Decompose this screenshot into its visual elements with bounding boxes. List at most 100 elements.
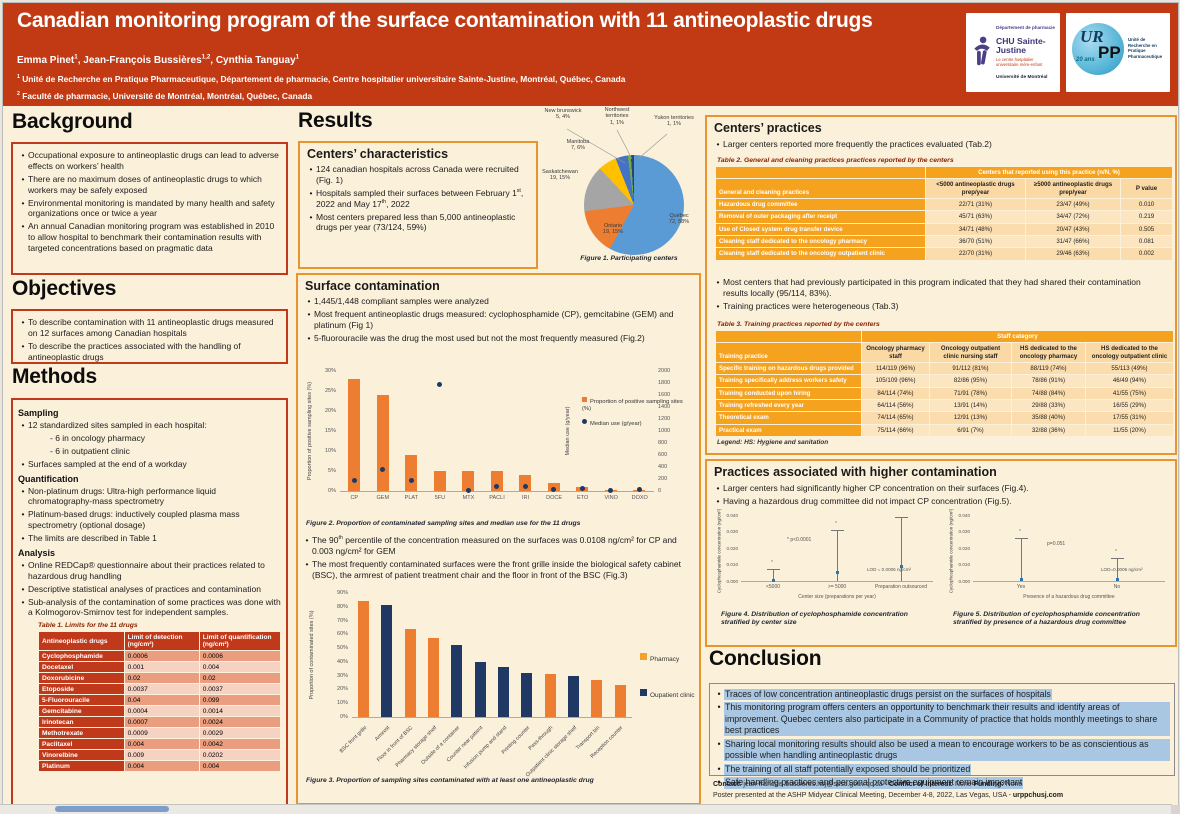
footer-segment: Conflict of Interest:	[888, 781, 953, 788]
pie-slice-label: Manitoba 7, 6%	[566, 139, 590, 152]
x-axis-title: Center size (preparations per year)	[798, 594, 876, 600]
value-cell: 64/114 (56%)	[861, 398, 930, 413]
whisker-line	[837, 529, 838, 581]
horizontal-scrollbar[interactable]	[0, 804, 1172, 814]
bullet-text: Safe handling practices and personal pro…	[724, 777, 1024, 789]
table-row: Specific training on hazardous drugs pro…	[715, 361, 1174, 376]
bullet-text: Training practices were heterogeneous (T…	[723, 300, 899, 311]
y-axis-tick: 80%	[336, 603, 348, 610]
value-cell: 29/46 (63%)	[1025, 247, 1121, 261]
column-header-cell: HS dedicated to the oncology outpatient …	[1085, 342, 1174, 363]
bullet-item: • Non-platinum drugs: Ultra-high performa…	[18, 486, 281, 508]
y-axis-tick: 30%	[336, 672, 348, 679]
footer-segment: Poster presented at the ASHP Midyear Cli…	[713, 791, 1013, 799]
value-cell: 23/47 (49%)	[1025, 197, 1121, 212]
pie-slice-label: Québec 72, 58%	[668, 213, 690, 226]
y-axis-tick: 0.010	[726, 562, 739, 567]
column-header-row: General and cleaning practices <5000 anti…	[715, 178, 1173, 199]
bullet-dot: •	[21, 533, 25, 543]
conclusion-heading: Conclusion	[709, 647, 822, 670]
bullet-dot: •	[21, 150, 25, 160]
value-cell: 20/47 (43%)	[1025, 222, 1121, 236]
table-row: Methotrexate 0.0009 0.0029	[38, 727, 282, 740]
loq-cell: 0.0037	[198, 683, 282, 696]
bullet-dot: •	[717, 763, 721, 774]
bullet-dot: •	[21, 596, 25, 607]
practice-label-cell: Specific training on hazardous drugs pro…	[715, 361, 862, 376]
right-axis-tick: 600	[658, 452, 668, 458]
span-header-row: Staff category	[715, 329, 1174, 344]
loq-cell: 0.004	[198, 760, 282, 773]
surface-contamination-box: Surface contamination • 1,445/1,448 compl…	[296, 273, 701, 805]
results-heading: Results	[298, 109, 373, 132]
category-label: DOCE	[546, 495, 563, 501]
value-cell: 91/112 (81%)	[929, 361, 1012, 376]
objectives-bullets: • To describe contamination with 11 antin…	[18, 317, 281, 363]
bullet-text: Most centers prepared less than 5,000 an…	[316, 211, 516, 233]
background-box: • Occupational exposure to antineoplastic…	[11, 142, 288, 275]
sub-bullet-item: - 6 in outpatient clinic	[18, 446, 281, 457]
bullet-dot: •	[307, 296, 311, 306]
value-cell: 82/86 (95%)	[929, 374, 1012, 388]
bullet-item: • To describe the practices associated wi…	[18, 341, 281, 363]
legend-swatch	[582, 397, 587, 402]
value-cell: 6/91 (7%)	[929, 423, 1012, 437]
centers-characteristics-bullets: • 124 canadian hospitals across Canada we…	[306, 164, 530, 233]
affiliation-2: 2 Faculté de pharmacie, Université de Mo…	[17, 91, 313, 101]
value-cell: 84/114 (74%)	[861, 386, 930, 400]
drug-name-cell: Platinum	[38, 760, 125, 773]
left-axis-tick: 30%	[324, 368, 336, 374]
drug-name-cell: 5-Fluorouracile	[38, 694, 125, 707]
practice-label-cell: Training specifically address workers sa…	[715, 374, 862, 388]
lod-cell: 0.001	[123, 661, 200, 674]
bar-outside-of-a-container	[451, 645, 463, 717]
table-row: Training specifically address workers sa…	[715, 374, 1174, 388]
limits-table: Antineoplastic drugs Limit of detection (…	[38, 631, 282, 773]
right-axis-tick: 200	[658, 476, 668, 482]
scrollbar-thumb[interactable]	[55, 806, 169, 812]
footer-presentation-line: Poster presented at the ASHP Midyear Cli…	[713, 791, 1175, 802]
y-axis-tick: 0.020	[726, 545, 739, 551]
lod-cell: 0.02	[123, 672, 200, 685]
right-axis-title: Median use (g/year)	[565, 406, 571, 456]
bullet-text: There are no maximum doses of antineopla…	[28, 173, 262, 195]
centers-practices-box: Centers’ practices • Larger centers repor…	[705, 115, 1177, 455]
x-axis-line	[352, 717, 632, 718]
table-row: Removal of outer packaging after receipt…	[715, 210, 1173, 224]
footer-segment: None	[1003, 781, 1023, 788]
figure2-chart: 0% 5% 10% 15% 20% 25% 30% 0 200 400 600 800 1000 1200…	[302, 365, 698, 515]
value-cell: 45/71 (63%)	[925, 210, 1026, 224]
chu-sainte-justine-logo: Département de pharmacie CHU Sainte-Just…	[966, 13, 1060, 92]
legend-entry: Pharmacy	[640, 653, 698, 664]
y-axis-title: Proportion of contaminated sites (%)	[309, 610, 315, 700]
lod-cell: 0.0037	[123, 683, 200, 696]
bullet-text: Sharing local monitoring results should …	[724, 738, 1170, 761]
figure1-pie-chart: Québec 72, 58% Ontario 19, 15% Saskatchewan 1…	[537, 107, 701, 255]
poster-footer: Contact: jean-francois.bussieres.hsj@sss…	[713, 780, 1175, 801]
right-axis-tick: 800	[658, 440, 668, 446]
centers-practices-bullet1: • Larger centers reported more frequently…	[713, 137, 1168, 152]
lod-cell: 0.0007	[123, 716, 200, 729]
left-axis-tick: 25%	[324, 388, 336, 394]
loq-cell: 0.0202	[198, 749, 282, 762]
bullet-text: 1,445/1,448 compliant samples were analy…	[314, 296, 489, 306]
value-cell: 88/119 (74%)	[1011, 361, 1086, 376]
figure3-caption: Figure 3. Proportion of sampling sites c…	[306, 777, 594, 784]
bullet-text: The training of all staff potentially ex…	[724, 763, 972, 775]
drug-name-cell: Cyclophosphamide	[38, 650, 125, 663]
category-label: MTX	[462, 495, 475, 501]
dot-5FU	[437, 381, 443, 387]
value-cell: 0.081	[1120, 234, 1173, 249]
background-heading: Background	[12, 110, 133, 133]
bullet-dot	[40, 433, 50, 444]
corner-cell	[715, 329, 862, 344]
bullet-text: The most frequently contaminated surface…	[312, 558, 682, 580]
bar-MTX	[462, 471, 475, 491]
whisker-cap	[1111, 557, 1124, 559]
urpp-pp-text: PP	[1098, 43, 1121, 62]
bullet-text: The limits are described in Table 1	[28, 533, 157, 543]
bullet-text: Non-platinum drugs: Ultra-high performan…	[28, 485, 217, 507]
span-header-cell: Staff category	[861, 329, 1174, 344]
value-cell: 34/47 (72%)	[1025, 210, 1121, 224]
bullet-text: Surfaces sampled at the end of a workday	[28, 458, 187, 469]
